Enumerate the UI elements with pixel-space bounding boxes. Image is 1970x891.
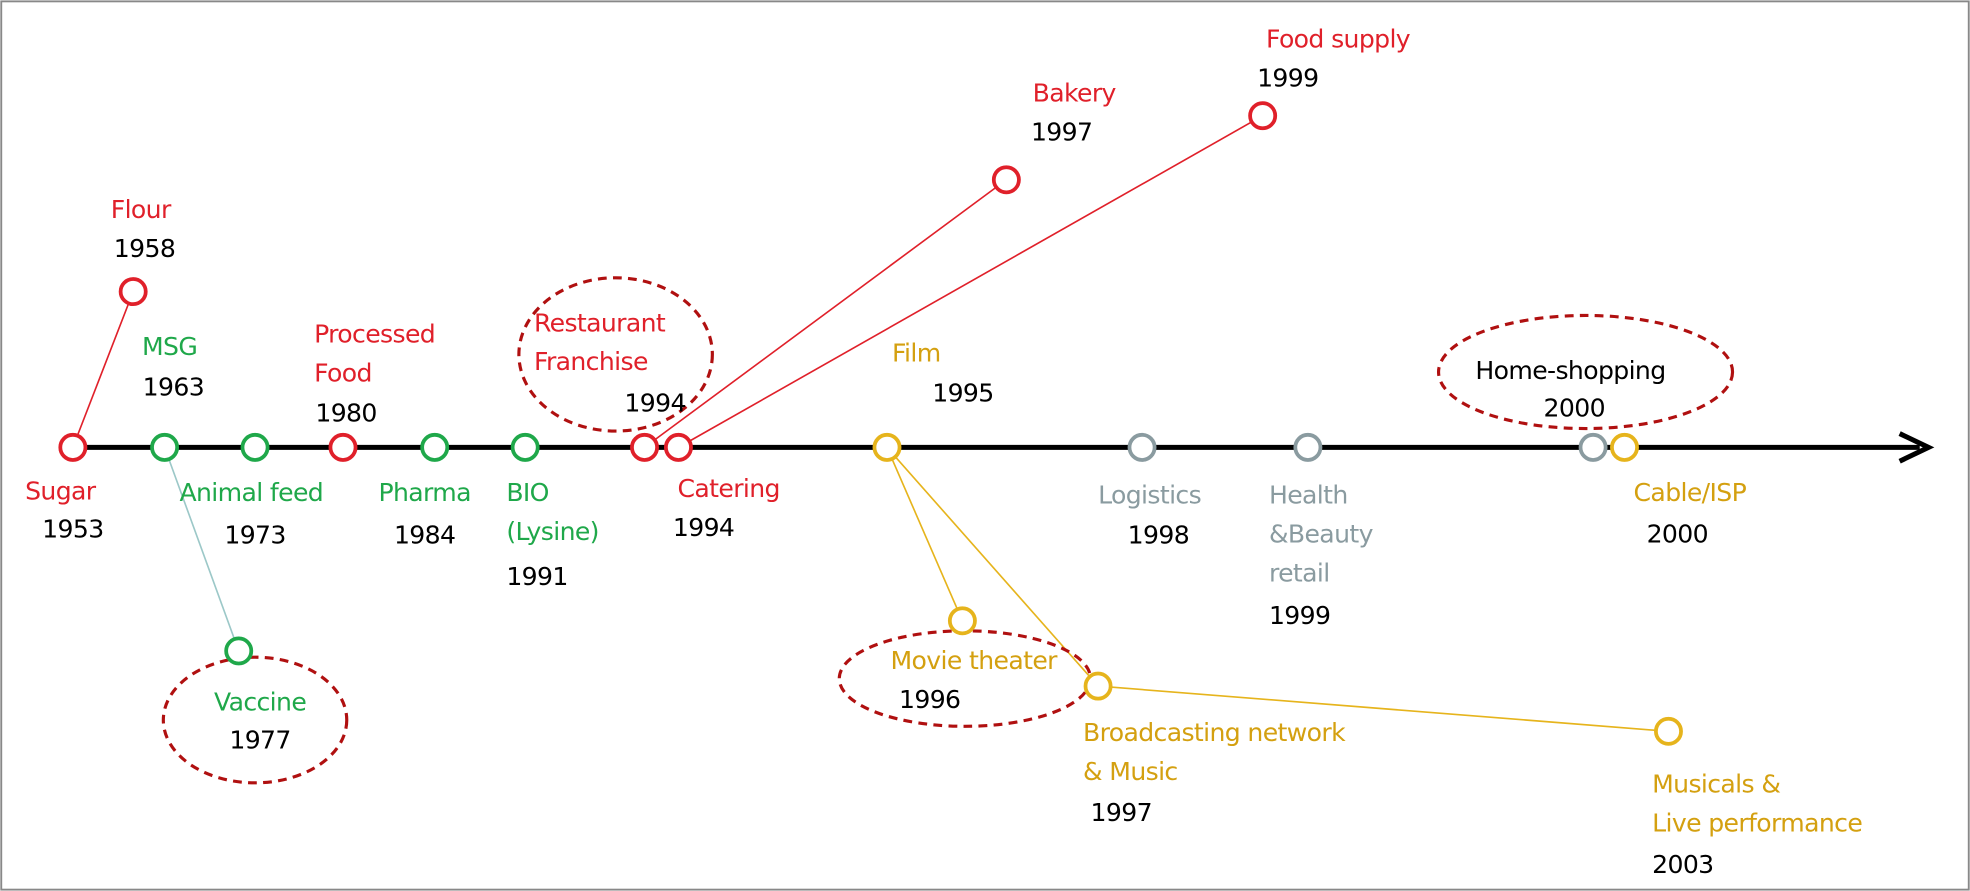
- node-label: Live performance: [1652, 808, 1862, 837]
- node-circle: [1293, 432, 1323, 462]
- node-label: Animal feed: [179, 478, 323, 507]
- node-year: 1980: [315, 399, 376, 428]
- node-year: 1995: [932, 379, 993, 408]
- node-circle: [991, 165, 1021, 195]
- node-year: 1963: [143, 372, 204, 401]
- node-year: 1977: [229, 725, 290, 754]
- connector: [163, 447, 240, 652]
- node-year: 1998: [1128, 521, 1189, 550]
- node-year: 1984: [394, 521, 455, 550]
- node-year: 1999: [1269, 601, 1330, 630]
- node-label: & Music: [1083, 757, 1178, 786]
- node-year: 1994: [673, 513, 734, 542]
- node-circle: [118, 277, 148, 307]
- node-label: Flour: [111, 195, 172, 224]
- node-label: (Lysine): [506, 517, 599, 546]
- connector: [1098, 685, 1669, 733]
- node-year: 1953: [42, 514, 103, 543]
- node-circle: [510, 432, 540, 462]
- node-year: 1996: [899, 685, 960, 714]
- node-year: 1991: [506, 562, 567, 591]
- highlight-ellipse: [161, 655, 349, 785]
- node-circle: [58, 432, 88, 462]
- connector: [678, 114, 1264, 449]
- node-label: retail: [1269, 558, 1330, 587]
- highlight-ellipse: [517, 276, 714, 433]
- node-year: 2003: [1652, 850, 1713, 879]
- node-label: Broadcasting network: [1083, 718, 1346, 747]
- highlight-ellipse: [1436, 313, 1735, 431]
- node-circle: [1248, 101, 1278, 131]
- node-label: Food: [314, 359, 372, 388]
- node-circle: [1083, 671, 1113, 701]
- node-year: 2000: [1647, 519, 1708, 548]
- node-label: Home-shopping: [1475, 356, 1665, 385]
- node-label: BIO: [506, 478, 549, 507]
- node-circle: [420, 432, 450, 462]
- node-label: MSG: [142, 332, 197, 361]
- node-label: Logistics: [1098, 480, 1201, 509]
- node-year: 1997: [1091, 798, 1152, 827]
- node-label: Musicals &: [1652, 769, 1780, 798]
- node-label: Movie theater: [891, 646, 1059, 675]
- connector: [644, 179, 1007, 449]
- node-label: &Beauty: [1269, 519, 1374, 548]
- node-circle: [240, 432, 270, 462]
- axis-arrow: [1898, 431, 1935, 464]
- node-label: Restaurant: [534, 308, 666, 337]
- node-year: 1999: [1257, 63, 1318, 92]
- node-year: 1973: [224, 521, 285, 550]
- node-label: Bakery: [1033, 78, 1117, 107]
- node-label: Food supply: [1266, 24, 1411, 53]
- connector: [886, 446, 1099, 687]
- node-year: 1997: [1031, 117, 1092, 146]
- node-circle: [947, 606, 977, 636]
- node-circle: [1654, 716, 1683, 746]
- node-circle: [663, 432, 693, 462]
- node-circle: [872, 432, 902, 462]
- node-circle: [1610, 432, 1639, 462]
- node-label: Catering: [678, 474, 780, 503]
- node-label: Vaccine: [214, 688, 306, 717]
- node-circle: [1578, 432, 1608, 462]
- node-label: Processed: [314, 320, 435, 349]
- node-year: 1958: [114, 234, 175, 263]
- node-circle: [630, 432, 659, 462]
- connector: [72, 291, 134, 448]
- node-label: Sugar: [25, 477, 97, 506]
- node-year: 2000: [1544, 394, 1605, 423]
- node-label: Cable/ISP: [1634, 478, 1747, 507]
- node-label: Pharma: [378, 478, 470, 507]
- node-circle: [1127, 432, 1157, 462]
- node-circle: [150, 432, 180, 462]
- node-year: 1994: [624, 389, 685, 418]
- connector: [886, 447, 964, 622]
- node-label: Franchise: [534, 347, 648, 376]
- node-label: Health: [1269, 480, 1348, 509]
- node-circle: [224, 636, 254, 666]
- node-circle: [328, 432, 358, 462]
- node-label: Film: [892, 338, 941, 367]
